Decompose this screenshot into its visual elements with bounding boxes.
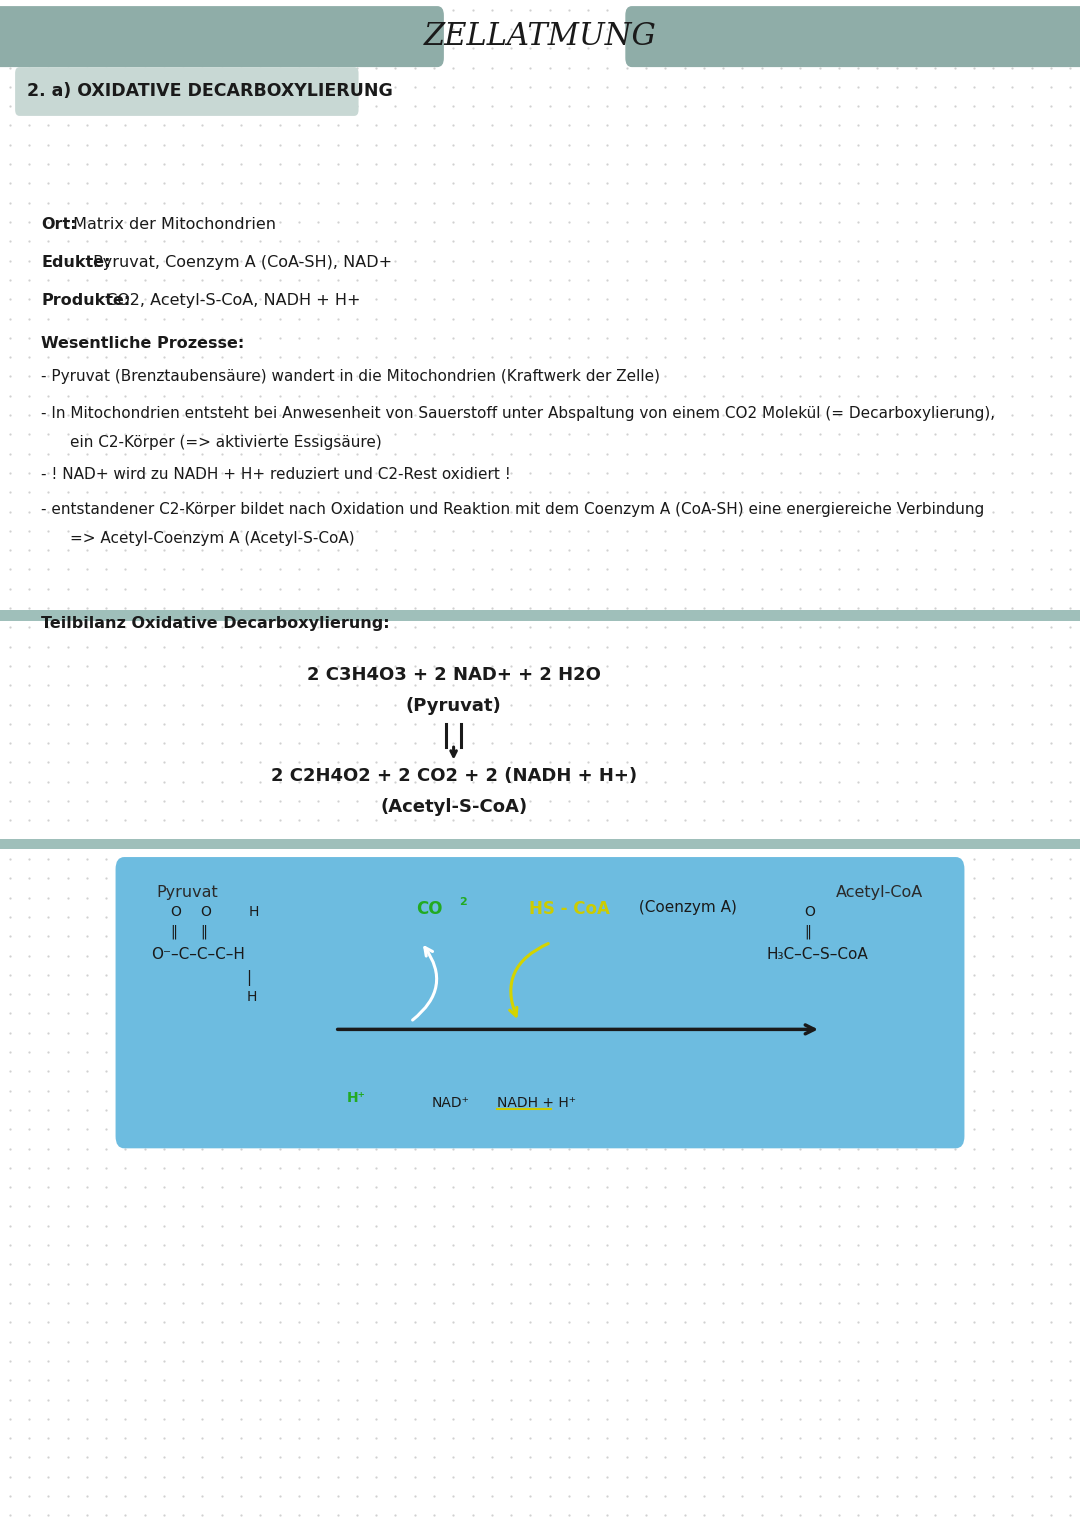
Text: H₃C–C–S–CoA: H₃C–C–S–CoA — [767, 947, 868, 962]
FancyBboxPatch shape — [625, 6, 1080, 67]
Text: - In Mitochondrien entsteht bei Anwesenheit von Sauerstoff unter Abspaltung von : - In Mitochondrien entsteht bei Anwesenh… — [41, 406, 995, 421]
Bar — [0, 839, 1080, 849]
Text: ein C2-Körper (=> aktivierte Essigsäure): ein C2-Körper (=> aktivierte Essigsäure) — [70, 435, 382, 450]
Text: Pyruvat, Coenzym A (CoA-SH), NAD+: Pyruvat, Coenzym A (CoA-SH), NAD+ — [87, 255, 392, 270]
FancyArrowPatch shape — [510, 944, 549, 1016]
Text: Pyruvat: Pyruvat — [157, 884, 218, 900]
Text: ‖: ‖ — [200, 924, 206, 939]
Text: ‖: ‖ — [171, 924, 177, 939]
FancyBboxPatch shape — [0, 6, 444, 67]
Text: O: O — [171, 904, 181, 920]
Text: - entstandener C2-Körper bildet nach Oxidation und Reaktion mit dem Coenzym A (C: - entstandener C2-Körper bildet nach Oxi… — [41, 502, 984, 517]
Text: (Acetyl-S-CoA): (Acetyl-S-CoA) — [380, 798, 527, 816]
Text: Teilbilanz Oxidative Decarboxylierung:: Teilbilanz Oxidative Decarboxylierung: — [41, 616, 390, 631]
Text: O: O — [200, 904, 211, 920]
Text: CO: CO — [416, 900, 443, 918]
Text: O⁻–C–C–C–H: O⁻–C–C–C–H — [151, 947, 245, 962]
Text: Edukte:: Edukte: — [41, 255, 110, 270]
Text: NADH + H⁺: NADH + H⁺ — [497, 1095, 576, 1110]
Text: NAD⁺: NAD⁺ — [432, 1095, 470, 1110]
Text: H: H — [248, 904, 259, 920]
Bar — [0, 610, 1080, 621]
Text: 2: 2 — [459, 897, 467, 907]
FancyArrowPatch shape — [413, 947, 436, 1020]
Text: Wesentliche Prozesse:: Wesentliche Prozesse: — [41, 336, 244, 351]
FancyBboxPatch shape — [15, 67, 359, 116]
Text: |: | — [246, 970, 252, 985]
Text: => Acetyl-Coenzym A (Acetyl-S-CoA): => Acetyl-Coenzym A (Acetyl-S-CoA) — [70, 531, 355, 546]
Bar — [416, 610, 1080, 621]
Text: ‖: ‖ — [805, 924, 811, 939]
Text: Produkte:: Produkte: — [41, 293, 131, 308]
Text: O: O — [805, 904, 815, 920]
Text: Acetyl-CoA: Acetyl-CoA — [836, 884, 923, 900]
Text: (Coenzym A): (Coenzym A) — [634, 900, 737, 915]
Text: Matrix der Mitochondrien: Matrix der Mitochondrien — [68, 217, 275, 232]
Text: CO2, Acetyl-S-CoA, NADH + H+: CO2, Acetyl-S-CoA, NADH + H+ — [102, 293, 361, 308]
Text: 2 C2H4O2 + 2 CO2 + 2 (NADH + H+): 2 C2H4O2 + 2 CO2 + 2 (NADH + H+) — [270, 767, 637, 785]
Text: - ! NAD+ wird zu NADH + H+ reduziert und C2-Rest oxidiert !: - ! NAD+ wird zu NADH + H+ reduziert und… — [41, 467, 511, 482]
Text: (Pyruvat): (Pyruvat) — [406, 697, 501, 715]
Text: 2 C3H4O3 + 2 NAD+ + 2 H2O: 2 C3H4O3 + 2 NAD+ + 2 H2O — [307, 666, 600, 685]
Text: - Pyruvat (Brenztaubensäure) wandert in die Mitochondrien (Kraftwerk der Zelle): - Pyruvat (Brenztaubensäure) wandert in … — [41, 369, 660, 384]
Text: H: H — [246, 990, 257, 1005]
FancyBboxPatch shape — [116, 857, 964, 1148]
Text: 2. a) OXIDATIVE DECARBOXYLIERUNG: 2. a) OXIDATIVE DECARBOXYLIERUNG — [27, 82, 393, 101]
Text: H⁺: H⁺ — [347, 1090, 366, 1106]
Text: HS - CoA: HS - CoA — [529, 900, 610, 918]
Text: ZELLATMUNG: ZELLATMUNG — [423, 21, 657, 52]
Text: Ort:: Ort: — [41, 217, 77, 232]
